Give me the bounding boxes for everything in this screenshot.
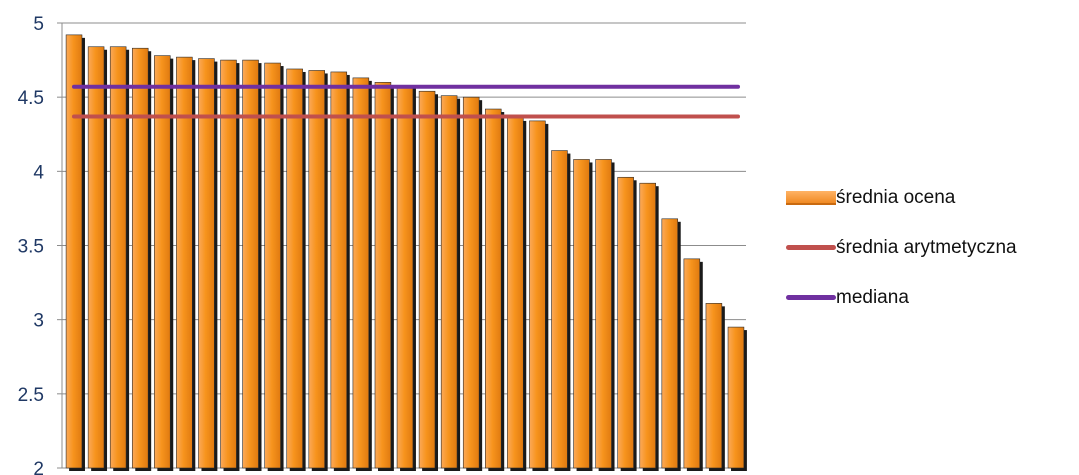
bar-body (683, 258, 701, 469)
legend-swatch-mean (786, 245, 836, 250)
bar (683, 258, 703, 471)
bar-body (595, 159, 612, 469)
bar (65, 34, 85, 471)
bar-body (87, 46, 105, 469)
bar (727, 326, 747, 471)
y-tick-label: 2.5 (18, 385, 44, 406)
bar (109, 46, 130, 471)
bar (462, 96, 483, 472)
bar (352, 77, 372, 471)
bar (705, 303, 725, 471)
bar-body (198, 58, 215, 469)
bar (551, 150, 571, 472)
bar (617, 176, 637, 471)
bar-body (507, 117, 524, 469)
y-tick-label: 2 (33, 459, 44, 475)
bar (242, 59, 262, 471)
bar (374, 82, 394, 471)
bar (639, 182, 659, 471)
bar (87, 46, 108, 471)
bar-body (639, 182, 656, 469)
bar-body (573, 159, 590, 469)
bar (198, 58, 218, 471)
bar-body (308, 70, 325, 469)
legend-item-srednia-arytmetyczna: średnia arytmetyczna (786, 235, 1076, 285)
legend-item-srednia-ocena: średnia ocena (786, 185, 1076, 235)
bar (176, 56, 196, 471)
bar (330, 71, 350, 471)
bar-body (462, 96, 480, 469)
legend-label-srednia-arytmetyczna: średnia arytmetyczna (836, 237, 1017, 258)
reference-lines (72, 84, 740, 119)
bar-body (65, 34, 83, 469)
bar-body (485, 108, 502, 469)
bar-body (176, 56, 193, 469)
bar-body (264, 62, 281, 469)
bar-body (242, 59, 259, 469)
bar-body (661, 218, 679, 469)
bar-body (705, 303, 723, 469)
bar (286, 68, 306, 471)
y-tick-label: 4 (33, 162, 44, 183)
bar (396, 85, 416, 472)
legend-item-mediana: mediana (786, 285, 1076, 335)
y-tick-label: 5 (33, 14, 44, 35)
bar-body (154, 55, 171, 469)
bar-body (220, 59, 237, 469)
legend: średnia ocena średnia arytmetyczna media… (786, 185, 1076, 335)
y-tick-label: 3.5 (18, 237, 44, 258)
y-tick-label: 4.5 (18, 88, 44, 109)
bar-body (330, 71, 348, 469)
bar-body (396, 85, 414, 469)
bar-body (131, 47, 149, 469)
bar-body (440, 95, 458, 469)
legend-swatch-bar (786, 191, 836, 205)
bar (131, 47, 152, 471)
y-tick-label: 3 (33, 311, 44, 332)
bar-body (374, 82, 392, 469)
bar (440, 95, 461, 471)
bar-body (352, 77, 370, 469)
bar-body (529, 120, 546, 469)
bar-body (617, 176, 634, 469)
bar (220, 59, 240, 471)
bar-body (286, 68, 303, 469)
y-axis: 5 4.5 4 3.5 3 2.5 2 (18, 14, 63, 475)
bar-body (418, 90, 436, 469)
bar-body (551, 150, 568, 469)
bar (573, 159, 593, 471)
bar (595, 159, 615, 471)
legend-label-srednia-ocena: średnia ocena (836, 187, 956, 208)
legend-swatch-median (786, 295, 836, 300)
bar (485, 108, 505, 472)
bar-body (109, 46, 127, 469)
bars (65, 34, 747, 472)
bar (529, 120, 549, 472)
legend-label-mediana: mediana (836, 287, 909, 308)
bar (154, 55, 174, 472)
bar (418, 90, 439, 471)
bar (308, 70, 328, 471)
bar (507, 117, 527, 471)
bar (264, 62, 284, 472)
bar (661, 218, 681, 471)
bar-body (727, 326, 745, 469)
